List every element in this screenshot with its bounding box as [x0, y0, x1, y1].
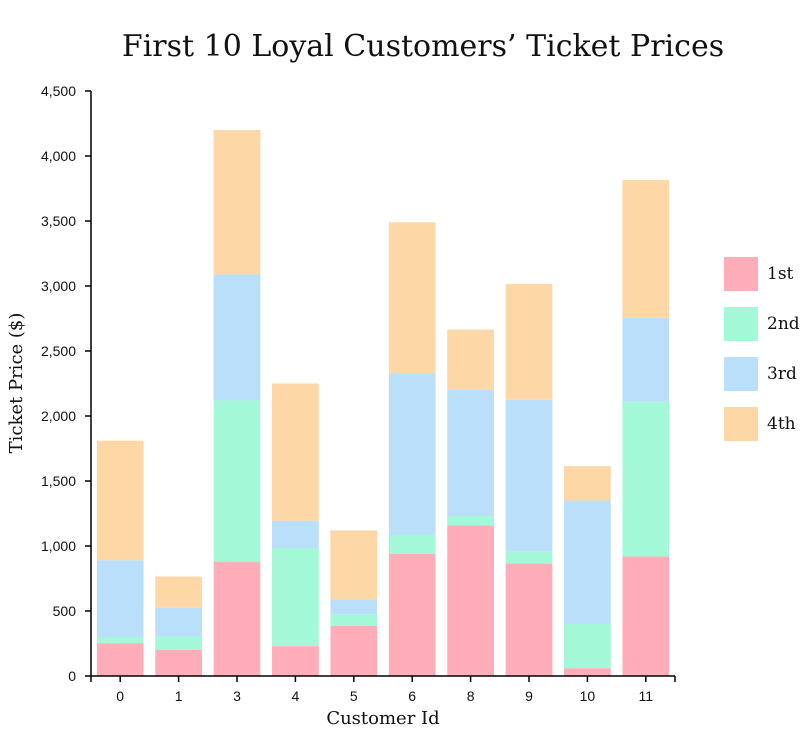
bar-segment-1st-customer-5: [330, 625, 378, 676]
bar-segment-3rd-customer-10: [564, 500, 611, 624]
y-tick-label: 4,500: [41, 83, 76, 99]
x-tick-label: 10: [580, 688, 596, 704]
bar-segment-4th-customer-4: [272, 383, 319, 521]
bar-segment-3rd-customer-8: [447, 389, 494, 517]
y-tick-label: 0: [68, 668, 76, 684]
x-tick-label: 9: [525, 688, 533, 704]
bar-segment-1st-customer-8: [447, 525, 494, 676]
legend-label-2nd: 2nd: [767, 314, 800, 334]
bar-segment-3rd-customer-5: [330, 599, 378, 615]
bar-segment-4th-customer-1: [155, 576, 202, 608]
y-tick-label: 3,000: [41, 278, 76, 294]
legend-label-4th: 4th: [767, 414, 796, 434]
bar-segment-4th-customer-6: [388, 222, 436, 374]
x-tick-label: 3: [233, 688, 241, 704]
bar-segment-3rd-customer-1: [155, 607, 202, 637]
legend: 1st 2nd 3rd 4th: [724, 257, 800, 441]
y-tick-label: 2,500: [41, 343, 76, 359]
bars-group: [96, 130, 670, 676]
bar-segment-2nd-customer-3: [213, 400, 261, 562]
chart-title: First 10 Loyal Customers’ Ticket Prices: [122, 29, 724, 64]
bar-segment-4th-customer-3: [213, 130, 261, 275]
bar-segment-1st-customer-1: [155, 650, 202, 676]
legend-swatch-3rd: [724, 357, 758, 391]
bar-segment-2nd-customer-4: [272, 547, 319, 647]
x-tick-label: 6: [408, 688, 416, 704]
x-axis: 0 1 3 4 5 6 8 9 10 11: [90, 675, 676, 704]
y-tick-label: 4,000: [41, 148, 76, 164]
bar-segment-3rd-customer-6: [388, 373, 436, 535]
y-axis-label: Ticket Price ($): [6, 313, 27, 454]
y-tick-label: 500: [53, 603, 77, 619]
x-tick-label: 1: [175, 688, 183, 704]
bar-segment-1st-customer-4: [272, 646, 319, 676]
bar-segment-3rd-customer-3: [213, 274, 261, 401]
bar-segment-3rd-customer-11: [622, 317, 670, 402]
bar-segment-1st-customer-10: [564, 668, 611, 676]
bar-segment-1st-customer-11: [622, 556, 670, 676]
bar-segment-2nd-customer-0: [96, 637, 144, 644]
bar-segment-1st-customer-9: [505, 563, 553, 676]
y-tick-label: 2,000: [41, 408, 76, 424]
legend-label-3rd: 3rd: [767, 364, 797, 384]
bar-segment-2nd-customer-5: [330, 614, 378, 626]
bar-segment-4th-customer-0: [96, 440, 144, 561]
bar-segment-2nd-customer-9: [505, 551, 553, 564]
y-tick-label: 1,500: [41, 473, 76, 489]
x-tick-label: 11: [639, 688, 654, 704]
legend-swatch-2nd: [724, 307, 758, 341]
x-tick-label: 5: [350, 688, 358, 704]
bar-segment-2nd-customer-8: [447, 516, 494, 526]
bar-segment-2nd-customer-1: [155, 636, 202, 650]
x-tick-label: 4: [292, 688, 300, 704]
bar-segment-2nd-customer-6: [388, 534, 436, 554]
bar-segment-2nd-customer-10: [564, 624, 611, 669]
bar-segment-4th-customer-10: [564, 466, 611, 501]
bar-segment-4th-customer-11: [622, 180, 670, 318]
bar-segment-3rd-customer-0: [96, 560, 144, 637]
bar-segment-4th-customer-9: [505, 284, 553, 400]
x-tick-label: 8: [467, 688, 475, 704]
y-tick-label: 3,500: [41, 213, 76, 229]
bar-segment-1st-customer-0: [96, 643, 144, 676]
x-tick-label: 0: [116, 688, 124, 704]
bar-segment-3rd-customer-9: [505, 399, 553, 552]
x-axis-label: Customer Id: [326, 708, 439, 729]
legend-swatch-4th: [724, 407, 758, 441]
bar-segment-4th-customer-5: [330, 530, 378, 600]
legend-label-1st: 1st: [767, 264, 794, 284]
y-tick-label: 1,000: [41, 538, 76, 554]
bar-segment-3rd-customer-4: [272, 520, 319, 548]
bar-segment-1st-customer-6: [388, 553, 436, 676]
bar-segment-1st-customer-3: [213, 561, 261, 676]
bar-segment-2nd-customer-11: [622, 401, 670, 557]
bar-segment-4th-customer-8: [447, 329, 494, 390]
legend-swatch-1st: [724, 257, 758, 291]
y-axis: 0 500 1,000 1,500 2,000 2,500 3,000 3,500 4,000 4…: [41, 83, 92, 684]
